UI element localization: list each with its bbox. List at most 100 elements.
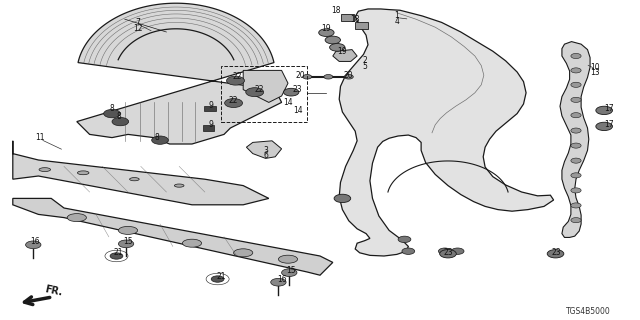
Circle shape — [440, 250, 456, 258]
Circle shape — [571, 113, 581, 118]
Text: 10: 10 — [590, 63, 600, 72]
Text: 23: 23 — [552, 248, 562, 257]
Text: 5: 5 — [362, 62, 367, 71]
Circle shape — [571, 82, 581, 87]
Circle shape — [596, 122, 612, 131]
Text: 3: 3 — [263, 146, 268, 155]
Circle shape — [571, 97, 581, 102]
Circle shape — [334, 194, 351, 203]
Ellipse shape — [174, 184, 184, 187]
Circle shape — [319, 29, 334, 36]
Ellipse shape — [278, 255, 298, 263]
Text: 20: 20 — [344, 71, 354, 80]
Text: 21: 21 — [114, 248, 123, 257]
Text: 17: 17 — [604, 120, 614, 129]
Text: 6: 6 — [263, 151, 268, 160]
Circle shape — [227, 76, 244, 85]
Polygon shape — [13, 141, 269, 205]
Text: 18: 18 — [351, 15, 360, 24]
Text: 7: 7 — [135, 18, 140, 27]
Text: 22: 22 — [229, 96, 238, 105]
Text: 8: 8 — [116, 112, 121, 121]
Circle shape — [330, 44, 345, 51]
Bar — [221, 66, 307, 122]
Text: 21: 21 — [216, 272, 225, 281]
Text: 22: 22 — [232, 72, 241, 81]
Text: 16: 16 — [30, 237, 40, 246]
Text: 9: 9 — [209, 101, 214, 110]
Text: 11: 11 — [36, 133, 45, 142]
Circle shape — [398, 236, 411, 243]
Circle shape — [344, 75, 353, 79]
Text: 9: 9 — [209, 120, 214, 129]
Polygon shape — [246, 141, 282, 158]
Circle shape — [211, 276, 224, 282]
Bar — [341, 14, 354, 21]
Text: 23: 23 — [443, 248, 453, 257]
Circle shape — [282, 269, 297, 276]
Bar — [355, 22, 368, 29]
Text: 12: 12 — [133, 24, 142, 33]
Circle shape — [284, 88, 299, 96]
Circle shape — [571, 53, 581, 59]
Text: 8: 8 — [154, 133, 159, 142]
Ellipse shape — [118, 227, 138, 234]
Circle shape — [104, 109, 120, 118]
Circle shape — [571, 68, 581, 73]
Polygon shape — [560, 42, 590, 237]
Circle shape — [571, 218, 581, 223]
Circle shape — [246, 88, 264, 97]
Text: 17: 17 — [604, 104, 614, 113]
Polygon shape — [243, 70, 288, 102]
Circle shape — [438, 248, 451, 254]
Circle shape — [110, 253, 123, 259]
Text: 2: 2 — [362, 56, 367, 65]
Circle shape — [402, 248, 415, 254]
Text: 23: 23 — [292, 85, 303, 94]
Circle shape — [571, 203, 581, 208]
Text: 19: 19 — [337, 47, 348, 56]
Ellipse shape — [234, 249, 253, 257]
Circle shape — [152, 136, 168, 144]
Circle shape — [451, 248, 464, 254]
Text: 4: 4 — [394, 17, 399, 26]
Circle shape — [571, 173, 581, 178]
Circle shape — [118, 240, 134, 248]
Ellipse shape — [182, 239, 202, 247]
Text: 19: 19 — [321, 24, 332, 33]
Text: 22: 22 — [255, 85, 264, 94]
Ellipse shape — [67, 214, 86, 221]
Circle shape — [571, 158, 581, 163]
Ellipse shape — [129, 178, 140, 181]
Polygon shape — [77, 3, 282, 144]
Text: 15: 15 — [286, 266, 296, 275]
Bar — [204, 106, 216, 111]
Ellipse shape — [39, 168, 51, 172]
Text: 20: 20 — [296, 71, 306, 80]
Circle shape — [571, 128, 581, 133]
Text: FR.: FR. — [44, 284, 63, 298]
Polygon shape — [333, 50, 357, 61]
Text: 14: 14 — [283, 98, 293, 107]
Polygon shape — [339, 9, 554, 256]
Circle shape — [571, 188, 581, 193]
Text: 18: 18 — [332, 6, 340, 15]
Circle shape — [303, 75, 312, 79]
Text: 13: 13 — [590, 68, 600, 77]
Bar — [203, 125, 214, 131]
Circle shape — [571, 143, 581, 148]
Circle shape — [271, 278, 286, 286]
Text: 14: 14 — [292, 106, 303, 115]
Circle shape — [547, 250, 564, 258]
Text: 1: 1 — [394, 12, 399, 20]
Ellipse shape — [77, 171, 89, 175]
Text: 16: 16 — [276, 276, 287, 284]
Circle shape — [325, 36, 340, 44]
Text: 15: 15 — [123, 237, 133, 246]
Text: TGS4B5000: TGS4B5000 — [566, 308, 611, 316]
Polygon shape — [13, 198, 333, 275]
Circle shape — [26, 241, 41, 249]
Text: 8: 8 — [109, 104, 115, 113]
Circle shape — [324, 75, 333, 79]
Circle shape — [225, 99, 243, 108]
